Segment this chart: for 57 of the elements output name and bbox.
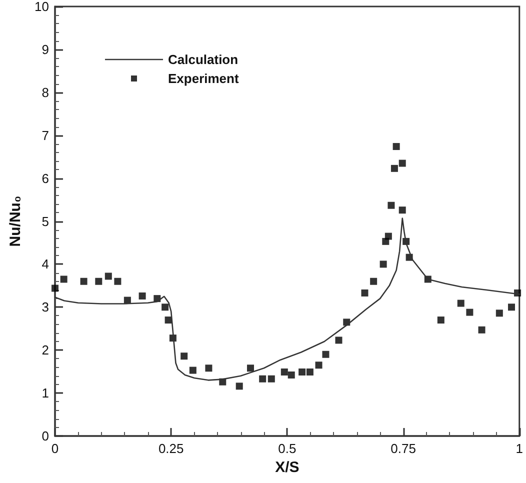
point (259, 375, 266, 382)
y-tick-label: 4 (42, 256, 49, 272)
point (247, 364, 254, 372)
point (322, 350, 330, 358)
point (315, 362, 322, 369)
point (189, 366, 196, 374)
point (478, 326, 486, 334)
y-tick-label: 7 (42, 128, 49, 143)
x-axis-title: X/S (275, 459, 300, 476)
point (398, 160, 406, 167)
legend-label: Calculation (168, 52, 238, 67)
point (205, 364, 212, 372)
legend-label: Experiment (168, 71, 240, 86)
y-tick-label: 1 (42, 386, 49, 401)
point (298, 368, 306, 376)
point (508, 304, 515, 311)
x-tick-label: 0 (51, 441, 59, 456)
y-tick-label: 0 (42, 428, 49, 444)
point (138, 292, 146, 300)
point (384, 232, 392, 240)
point (114, 278, 122, 285)
point (370, 278, 378, 285)
point (457, 300, 464, 307)
point (288, 372, 295, 379)
point (380, 260, 387, 268)
point (52, 284, 58, 292)
point (236, 382, 243, 390)
point (437, 316, 444, 324)
y-tick-label: 3 (42, 300, 49, 315)
y-tick-label: 9 (42, 42, 49, 57)
point (392, 143, 400, 150)
point (80, 278, 88, 285)
y-tick-label: 6 (42, 170, 49, 186)
point (268, 375, 275, 382)
y-tick-label: 8 (42, 84, 49, 100)
point (280, 368, 288, 376)
point (361, 289, 368, 296)
point (466, 308, 474, 316)
y-tick-label: 5 (42, 214, 49, 229)
point (496, 310, 503, 317)
point (335, 336, 342, 344)
point (388, 202, 395, 209)
y-tick-label: 10 (34, 0, 49, 14)
x-tick-label: 0.75 (390, 441, 416, 456)
x-tick-label: 0.25 (158, 441, 184, 456)
x-tick-label: 1 (516, 441, 523, 456)
point (306, 368, 314, 376)
x-tick-label: 0.5 (278, 441, 296, 456)
y-axis-title: Nu/Nu₀ (7, 196, 24, 247)
point (104, 272, 112, 280)
point (60, 276, 68, 283)
point (162, 304, 169, 311)
y-tick-label: 2 (42, 342, 49, 358)
point (95, 278, 102, 285)
point (180, 352, 188, 360)
point (398, 206, 406, 214)
point (390, 164, 398, 172)
